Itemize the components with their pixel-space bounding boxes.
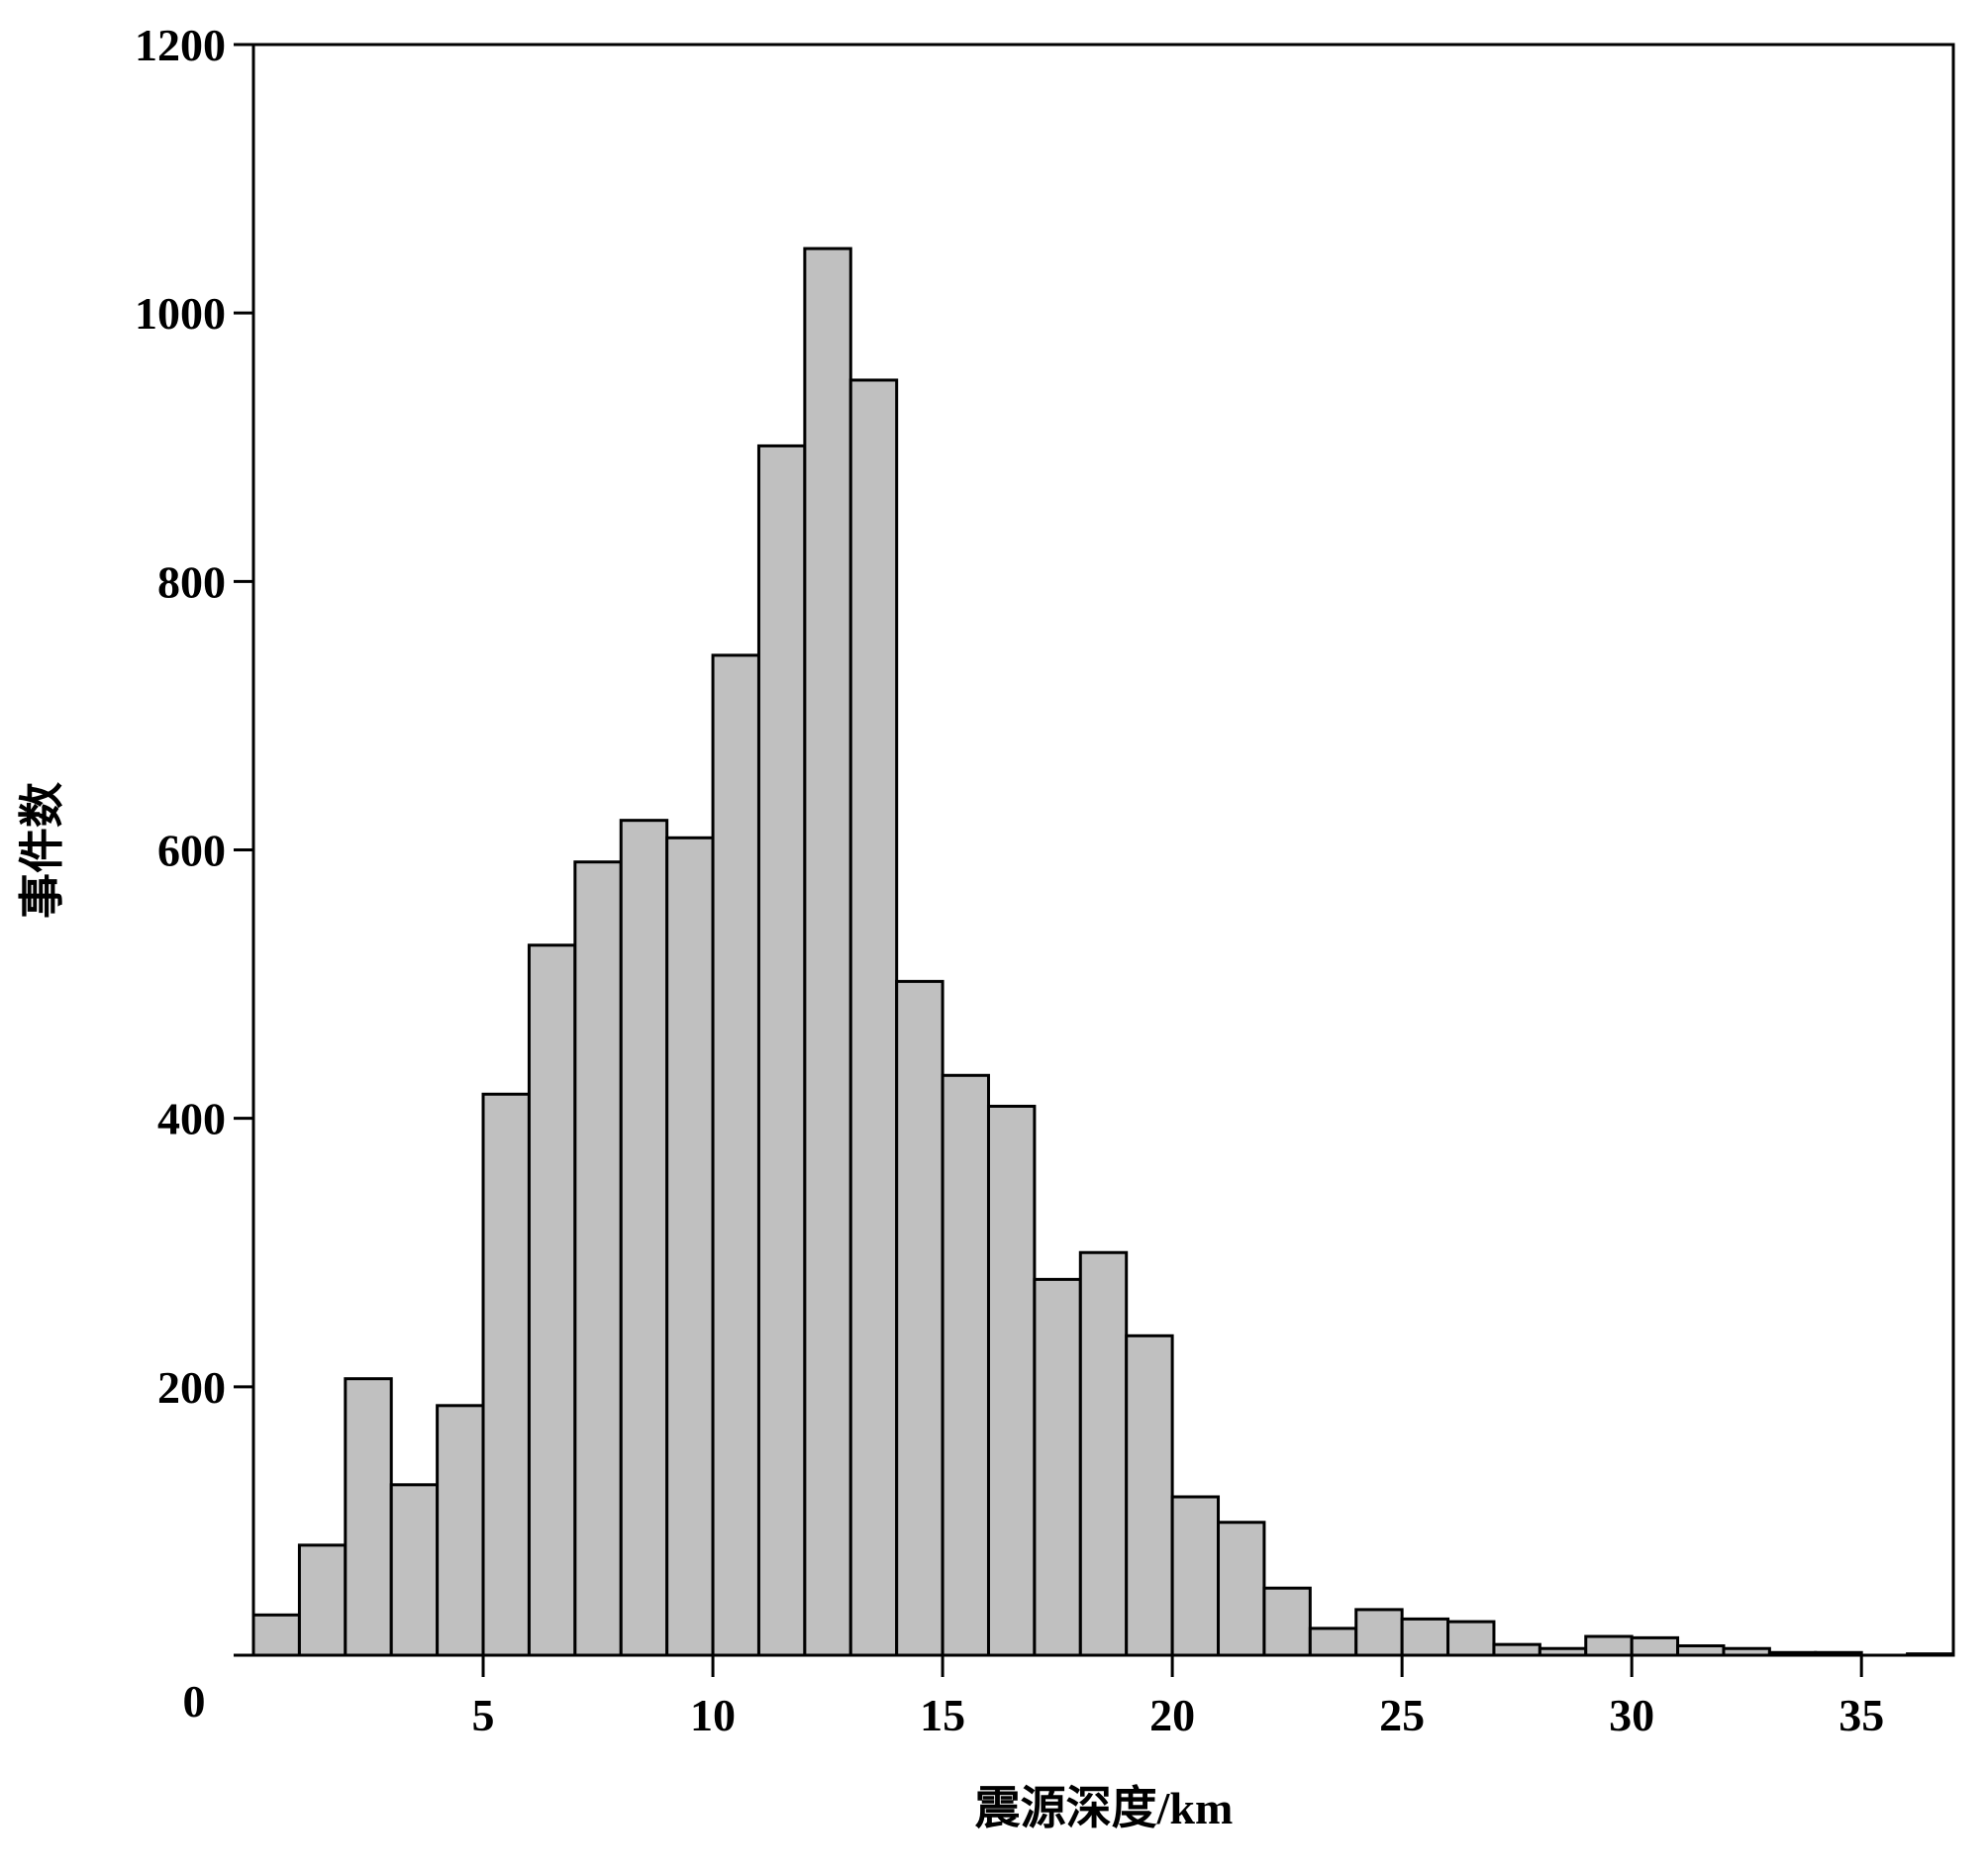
y-tick-label: 0	[183, 1676, 206, 1727]
x-tick-label: 10	[690, 1690, 736, 1740]
bar	[941, 1073, 990, 1657]
bar	[986, 1104, 1037, 1657]
bar	[895, 979, 944, 1657]
y-tick-label: 1000	[135, 288, 226, 339]
bar	[297, 1543, 348, 1657]
bar	[848, 378, 899, 1657]
x-tick-label: 25	[1379, 1690, 1425, 1740]
y-tick-label: 600	[157, 826, 226, 876]
bar	[1446, 1620, 1496, 1657]
bar	[619, 819, 669, 1657]
y-tick-label: 400	[157, 1094, 226, 1144]
x-axis-label: 震源深度/km	[975, 1783, 1234, 1833]
bar	[1262, 1586, 1312, 1657]
bar	[527, 943, 577, 1657]
bar	[756, 444, 807, 1657]
bar	[803, 247, 852, 1657]
x-tick-label: 20	[1149, 1690, 1195, 1740]
bar	[1033, 1277, 1082, 1657]
bar	[481, 1092, 531, 1657]
bar	[389, 1483, 440, 1657]
x-tick-label: 5	[472, 1690, 495, 1740]
y-tick-label: 800	[157, 556, 226, 607]
bar	[665, 836, 715, 1657]
bar	[251, 1613, 301, 1657]
bar	[436, 1404, 485, 1657]
bar	[1078, 1250, 1129, 1657]
bar	[1584, 1634, 1634, 1657]
bar	[711, 653, 760, 1657]
bar	[1125, 1333, 1174, 1657]
bar	[1354, 1608, 1404, 1657]
bar	[1400, 1617, 1450, 1657]
bar	[1630, 1635, 1680, 1657]
y-axis-label: 事件数	[17, 782, 67, 919]
bar	[1170, 1495, 1221, 1657]
x-tick-label: 35	[1839, 1690, 1884, 1740]
x-tick-label: 15	[920, 1690, 965, 1740]
bar	[573, 860, 623, 1657]
y-tick-label: 200	[157, 1362, 226, 1413]
bar	[1492, 1642, 1541, 1657]
x-tick-label: 30	[1609, 1690, 1654, 1740]
bar	[1308, 1627, 1358, 1657]
bar	[344, 1377, 393, 1657]
bar	[1217, 1521, 1266, 1657]
y-tick-label: 1200	[135, 20, 226, 70]
